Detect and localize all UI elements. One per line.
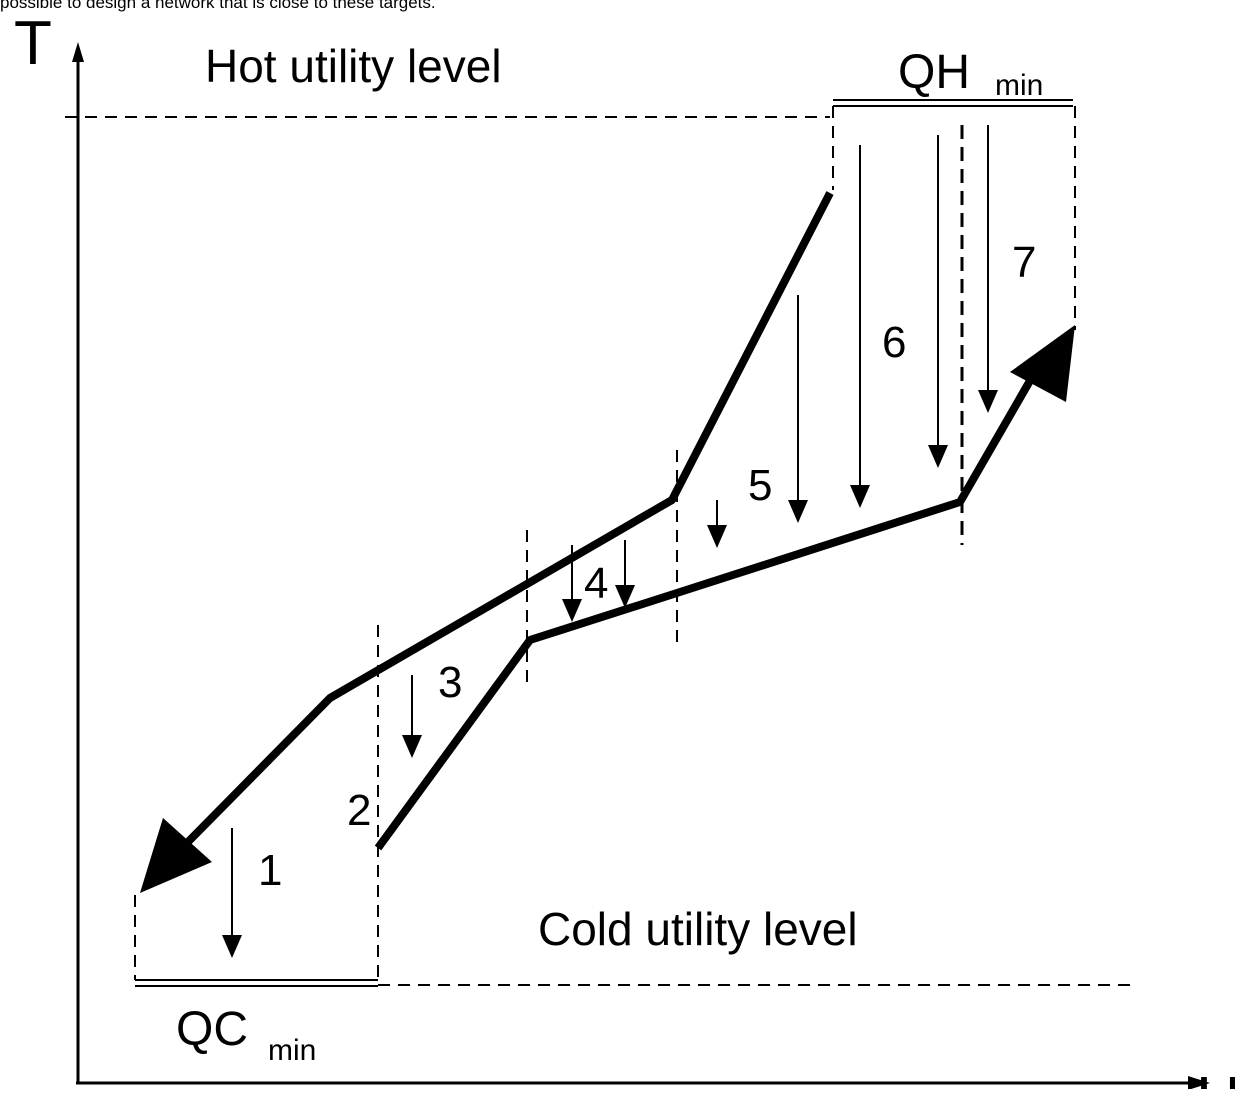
composite-curves [140, 191, 1075, 893]
interval-label: 1 [258, 846, 282, 895]
qh-label: QH [898, 46, 970, 99]
y-axis-label: T [14, 9, 52, 78]
cold-utility-label: Cold utility level [538, 903, 858, 955]
qc-label: QC [176, 1003, 248, 1056]
interval-label: 5 [748, 461, 772, 510]
interval-label: 3 [438, 658, 462, 707]
interval-label: 7 [1012, 238, 1036, 287]
heat-arrows [222, 125, 998, 958]
interval-label: 6 [882, 318, 906, 367]
interval-label: 2 [347, 786, 371, 835]
hot-utility-label: Hot utility level [205, 40, 502, 92]
qc-subscript: min [268, 1034, 316, 1067]
qh-subscript: min [995, 69, 1043, 102]
utility-lines [65, 99, 1135, 987]
caption: possible to design a network that is clo… [0, 0, 436, 12]
interval-label: 4 [584, 559, 608, 608]
axes [72, 42, 1210, 1090]
